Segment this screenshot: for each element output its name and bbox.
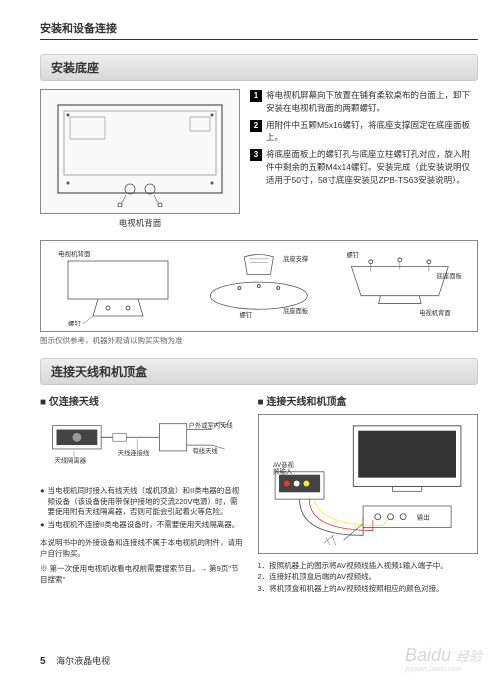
label-antenna-conn: 天线连接线 bbox=[117, 448, 149, 457]
diagram-note: 图示仅供参考，机器外观请以购买实物为准 bbox=[40, 335, 478, 346]
label-stand-panel: 底座面板 bbox=[283, 306, 309, 315]
label-av-input: AV音视 bbox=[273, 460, 294, 469]
sub-header-settop: 连接天线和机顶盒 bbox=[258, 393, 478, 408]
bullet-2: ●当电视机不连接II类电器设备时，不需要使用天线隔离器。 bbox=[40, 520, 244, 531]
stand-part-2: 底座支撑 螺钉 底座面板 bbox=[191, 246, 327, 326]
page-header-title: 安装和设备连接 bbox=[40, 20, 478, 36]
antenna-bullet-list: ●当电视机同时接入有线天线（或机顶盒）和II类电器的音视频设备（该设备使用带保护… bbox=[40, 486, 244, 530]
settop-step-2: 2．连接好机顶盒后端的AV视频线。 bbox=[258, 571, 478, 582]
antenna-diagram: 户外或室内天线 有线天线 天线隔离器 天线连接线 bbox=[40, 414, 244, 482]
stand-assembly-diagram: 电视机背面 螺钉 底座支撑 螺钉 底座面板 螺钉 bbox=[40, 240, 478, 332]
label-stand-panel-2: 底座面板 bbox=[437, 271, 463, 280]
step-text-1: 将电视机屏幕向下放置在铺有柔软桌布的台面上，卸下安装在电视机背面的两颗螺钉。 bbox=[266, 89, 478, 115]
label-tv-back: 电视机背面 bbox=[58, 249, 91, 258]
connect-left-col: 仅连接天线 户外或室内天线 有线天线 天线隔离器 bbox=[40, 393, 244, 594]
brand-name: 海尔液晶电视 bbox=[56, 656, 110, 666]
connect-content-row: 仅连接天线 户外或室内天线 有线天线 天线隔离器 bbox=[40, 393, 478, 594]
label-stand-support: 底座支撑 bbox=[283, 254, 309, 263]
stand-part-1: 电视机背面 螺钉 bbox=[50, 246, 186, 326]
bullet-text-2: 当电视机不连接II类电器设备时，不需要使用天线隔离器。 bbox=[48, 520, 240, 531]
tv-back-svg bbox=[50, 97, 230, 207]
watermark: Baidu 经验 jingyan.baidu.com bbox=[405, 645, 482, 673]
svg-text:频输入: 频输入 bbox=[273, 467, 293, 476]
step-3: 3 将底座面板上的螺钉孔与底座立柱螺钉孔对应，旋入附件中剩余的五颗M4x14螺钉。… bbox=[250, 148, 478, 186]
search-note: ※ 第一次使用电视机收看电视前需要搜索节目。→ 第9页"节目搜索" bbox=[40, 563, 244, 585]
sub-header-antenna: 仅连接天线 bbox=[40, 393, 244, 408]
page-number: 5 bbox=[40, 656, 46, 667]
bullet-1: ●当电视机同时接入有线天线（或机顶盒）和II类电器的音视频设备（该设备使用带保护… bbox=[40, 486, 244, 518]
step-2: 2 用附件中五颗M5x16螺钉，将底座支撑固定在底座面板上。 bbox=[250, 119, 478, 145]
step-text-2: 用附件中五颗M5x16螺钉，将底座支撑固定在底座面板上。 bbox=[266, 119, 478, 145]
stand-part-3: 螺钉 底座面板 电视机背面 bbox=[332, 246, 468, 326]
step-num-1: 1 bbox=[250, 90, 262, 102]
section-install-stand-header: 安装底座 bbox=[40, 54, 478, 81]
watermark-sub: jingyan.baidu.com bbox=[405, 666, 482, 673]
install-content-row: 电视机背面 1 将电视机屏幕向下放置在铺有柔软桌布的台面上，卸下安装在电视机背面的… bbox=[40, 89, 478, 234]
bullet-text-1: 当电视机同时接入有线天线（或机顶盒）和II类电器的音视频设备（该设备使用带保护接… bbox=[48, 486, 244, 518]
label-screw-3: 螺钉 bbox=[347, 250, 360, 259]
label-tv-back-2: 电视机背面 bbox=[420, 308, 451, 317]
label-antenna-sep: 天线隔离器 bbox=[54, 456, 86, 465]
label-output: 输出 bbox=[417, 513, 430, 522]
page-footer: 5 海尔液晶电视 bbox=[40, 654, 110, 667]
section-connect-header: 连接天线和机顶盒 bbox=[40, 358, 478, 385]
settop-step-3: 3．将机顶盒和机器上的AV视频线按照相应的颜色对接。 bbox=[258, 583, 478, 594]
label-screw-1: 螺钉 bbox=[68, 319, 82, 326]
step-num-3: 3 bbox=[250, 149, 262, 161]
step-text-3: 将底座面板上的螺钉孔与底座立柱螺钉孔对应，旋入附件中剩余的五颗M4x14螺钉。安… bbox=[266, 148, 478, 186]
label-screw-2: 螺钉 bbox=[240, 310, 253, 319]
settop-diagram: AV音视 频输入 输出 bbox=[258, 414, 478, 554]
label-outdoor: 户外或室内天线 bbox=[188, 421, 233, 430]
tv-back-label: 电视机背面 bbox=[40, 217, 240, 229]
step-num-2: 2 bbox=[250, 120, 262, 132]
accessory-note: 本说明书中的外接设备和连接线不属于本电视机的附件，请用户自行购买。 bbox=[40, 538, 244, 559]
label-cable-antenna: 有线天线 bbox=[192, 446, 218, 455]
settop-steps: 1．按照机器上的图示将AV视频线插入视频1输入端子中。 2．连接好机顶盒后端的A… bbox=[258, 560, 478, 594]
install-steps: 1将电视机屏幕向下放置在铺有柔软桌布的台面上，卸下安装在电视机背面的两颗螺钉。 … bbox=[250, 89, 478, 234]
header-divider bbox=[40, 39, 478, 40]
settop-step-1: 1．按照机器上的图示将AV视频线插入视频1输入端子中。 bbox=[258, 560, 478, 571]
step-1: 1 将电视机屏幕向下放置在铺有柔软桌布的台面上，卸下安装在电视机背面的两颗螺钉。 bbox=[250, 89, 478, 115]
tv-back-diagram bbox=[40, 89, 240, 214]
connect-right-col: 连接天线和机顶盒 AV音视 频输入 输出 bbox=[258, 393, 478, 594]
